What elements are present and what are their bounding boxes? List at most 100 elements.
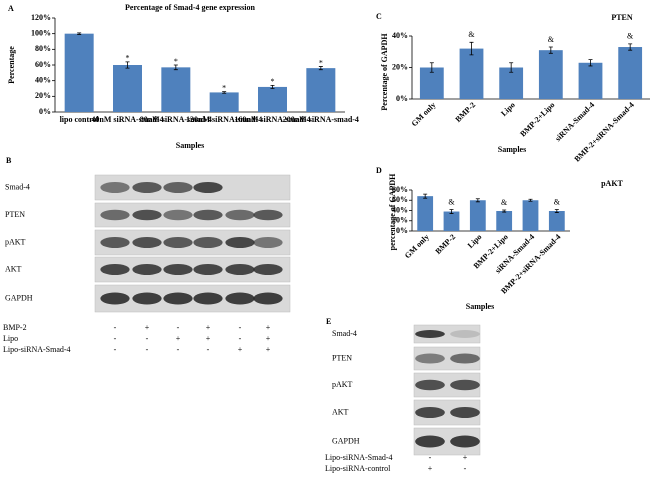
x-axis-label: Samples — [498, 145, 526, 154]
row-label: Smad-4 — [5, 182, 30, 191]
y-tick-label: 0% — [396, 94, 408, 103]
row-label: Smad-4 — [332, 329, 357, 338]
blot-band — [225, 292, 255, 305]
bar — [522, 200, 539, 231]
bar — [417, 196, 434, 231]
y-tick-label: 40% — [392, 31, 408, 40]
bar — [459, 48, 484, 99]
row-label: AKT — [5, 264, 22, 273]
y-axis-label: Percentage — [7, 46, 16, 84]
y-tick-label: 20% — [392, 216, 408, 225]
x-tick-label: BMP-2+Lipo — [518, 100, 556, 138]
blot-band — [253, 237, 283, 248]
x-axis-label: Samples — [176, 141, 204, 150]
x-tick-label: 160nM siRNA-smad-4 — [234, 115, 310, 124]
blot-band — [100, 182, 130, 193]
blot-band — [132, 264, 162, 275]
blot-band — [163, 209, 193, 221]
panel-letter: A — [8, 4, 14, 13]
bar — [419, 67, 444, 99]
blot-band — [193, 237, 223, 248]
bar — [64, 33, 94, 112]
x-tick-label: 120nM siRNA-smad-4 — [186, 115, 262, 124]
blot-band — [253, 209, 283, 221]
blot-band — [225, 209, 255, 221]
y-tick-label: 60% — [35, 60, 51, 69]
blot-band — [193, 182, 223, 193]
blot-band — [163, 264, 193, 275]
blot-band — [100, 237, 130, 248]
bar — [496, 211, 513, 231]
blot-strip — [413, 346, 481, 371]
condition-sign: - — [146, 345, 149, 354]
condition-sign: + — [206, 334, 211, 343]
y-tick-label: 80% — [392, 185, 408, 194]
blot-strip — [413, 324, 481, 344]
bar-annotation: * — [319, 58, 323, 67]
x-tick-label: GM only — [410, 100, 438, 128]
bar — [618, 47, 643, 99]
error-bar — [509, 62, 514, 73]
condition-sign: + — [206, 323, 211, 332]
condition-sign: + — [428, 464, 433, 473]
x-tick-label: 200nM siRNA-smad-4 — [283, 115, 359, 124]
x-tick-label: lipo control — [60, 115, 100, 124]
condition-sign: + — [176, 334, 181, 343]
bar — [499, 67, 524, 99]
blot-band — [100, 292, 130, 305]
bar — [469, 200, 486, 231]
blot-band — [415, 407, 445, 418]
panel-letter: E — [326, 317, 331, 326]
bar — [306, 68, 336, 112]
y-tick-label: 0% — [396, 226, 408, 235]
blot-band — [450, 435, 480, 448]
row-label: PTEN — [332, 353, 352, 362]
condition-sign: - — [239, 323, 242, 332]
blot-band — [163, 237, 193, 248]
bar — [538, 50, 563, 99]
error-bar — [125, 61, 130, 69]
blot-band — [100, 264, 130, 275]
blot-band — [253, 264, 283, 275]
condition-sign: - — [114, 334, 117, 343]
bar — [548, 211, 565, 231]
condition-sign: + — [266, 323, 271, 332]
y-tick-label: 80% — [35, 44, 51, 53]
bar-annotation: & — [448, 197, 455, 206]
blot-band — [100, 209, 130, 221]
condition-label: Lipo-siRNA-control — [325, 464, 391, 473]
y-tick-label: 20% — [35, 91, 51, 100]
y-axis-label: Percentage of GAPDH — [380, 33, 389, 111]
y-tick-label: 40% — [35, 75, 51, 84]
condition-label: Lipo-siRNA-Smad-4 — [3, 345, 71, 354]
blot-band — [193, 292, 223, 305]
condition-sign: + — [266, 334, 271, 343]
panel-letter: B — [6, 156, 12, 165]
error-bar — [548, 46, 553, 54]
condition-sign: - — [207, 345, 210, 354]
blot-band — [225, 237, 255, 248]
blot-band — [132, 292, 162, 305]
condition-sign: - — [177, 345, 180, 354]
bar-annotation: & — [548, 35, 555, 44]
blot-band — [132, 182, 162, 193]
error-bar — [77, 32, 82, 35]
row-label: pAKT — [332, 380, 353, 389]
condition-sign: + — [266, 345, 271, 354]
blot-band — [132, 237, 162, 248]
bar-annotation: & — [627, 32, 634, 41]
bar — [258, 86, 287, 112]
bar — [209, 92, 239, 112]
blot-band — [450, 330, 480, 338]
y-axis-label: percentage of GAPDH — [388, 173, 397, 251]
error-bar — [588, 59, 593, 67]
blot-band — [225, 264, 255, 275]
error-bar — [554, 209, 559, 213]
error-bar — [502, 209, 507, 213]
condition-label: Lipo — [3, 334, 18, 343]
x-axis-label: Samples — [466, 302, 494, 311]
blot-band — [193, 264, 223, 275]
error-bar — [475, 198, 480, 203]
row-label: AKT — [332, 407, 349, 416]
